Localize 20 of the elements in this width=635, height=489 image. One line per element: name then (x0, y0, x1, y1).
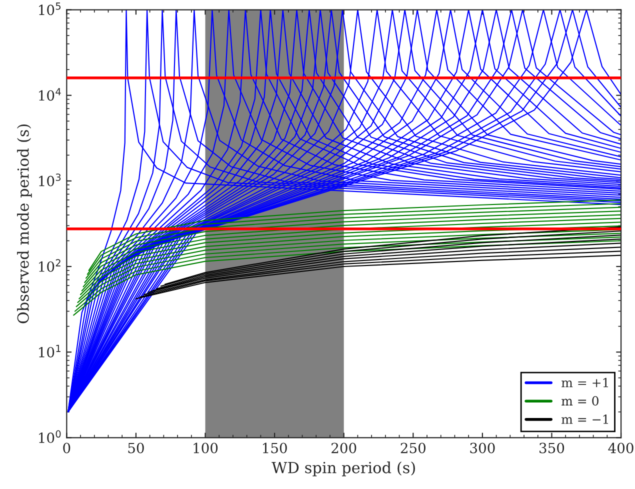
x-axis-title: WD spin period (s) (272, 462, 415, 476)
x-tick-label: 100 (194, 442, 218, 454)
y-tick-label: 10$^{3}$ (39, 174, 61, 186)
x-tick-label: 50 (128, 442, 144, 454)
y-tick-label: 10$^{0}$ (39, 430, 61, 444)
y-tick-label: 10$^{4}$ (39, 88, 61, 101)
y-tick-label: 10$^{1}$ (39, 344, 60, 358)
x-tick-label: 300 (470, 442, 495, 454)
x-tick-label: 250 (400, 442, 426, 454)
x-tick-label: 200 (332, 442, 356, 454)
y-axis-title: Observed mode period (s) (17, 124, 32, 324)
x-tick-label: 0 (63, 442, 70, 454)
legend-label: m = −1 (562, 414, 608, 424)
legend-label: m = 0 (562, 396, 598, 406)
y-tick-label: 10$^{5}$ (39, 2, 61, 16)
x-tick-label: 350 (540, 442, 564, 454)
legend-label: m = +1 (562, 378, 608, 388)
x-tick-label: 400 (608, 442, 634, 454)
x-tick-label: 150 (263, 442, 287, 454)
y-tick-label: 10$^{2}$ (39, 259, 60, 272)
